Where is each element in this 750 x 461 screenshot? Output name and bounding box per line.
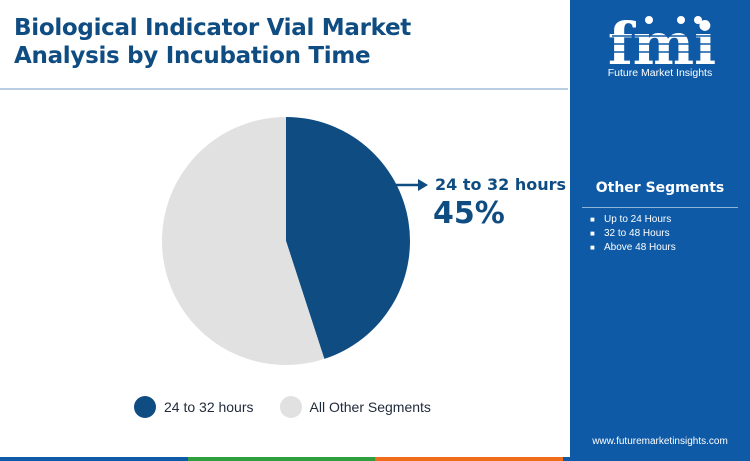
pie-slice-all-other-segments bbox=[161, 117, 325, 366]
legend-item-all-other-segments: All Other Segments bbox=[279, 396, 431, 418]
legend-item-24-to-32-hours: 24 to 32 hours bbox=[134, 396, 254, 418]
other-segments-title: Other Segments bbox=[595, 180, 725, 196]
logo-caption: Future Market Insights bbox=[607, 67, 713, 79]
bottom-bar-segment bbox=[562, 457, 750, 461]
bullet-icon: ■ bbox=[590, 243, 595, 252]
title-divider bbox=[0, 88, 568, 90]
callout-label: 24 to 32 hours bbox=[435, 175, 567, 194]
bottom-bar-segment bbox=[187, 457, 375, 461]
bottom-color-bar bbox=[0, 457, 750, 461]
fmi-logo: fmi bbox=[608, 10, 716, 78]
legend-swatch-all-other-segments bbox=[279, 396, 302, 418]
pie-chart bbox=[161, 117, 410, 366]
other-segments-list: ■ Up to 24 Hours ■ 32 to 48 Hours ■ Above 4… bbox=[590, 213, 676, 255]
bullet-icon: ■ bbox=[590, 215, 595, 224]
callout-arrow-icon bbox=[394, 179, 428, 191]
other-segment-item: ■ Up to 24 Hours bbox=[590, 214, 672, 225]
other-segments-divider bbox=[582, 207, 738, 208]
legend-label-all-other-segments: All Other Segments bbox=[309, 399, 431, 415]
chart-title-line-1: Biological Indicator Vial Market bbox=[14, 15, 411, 41]
legend-label-24-to-32-hours: 24 to 32 hours bbox=[164, 399, 254, 415]
website-link[interactable]: www.futuremarketinsights.com bbox=[592, 436, 728, 447]
chart-title: Biological Indicator Vial Market Analysi… bbox=[14, 14, 534, 70]
legend-swatch-24-to-32-hours bbox=[134, 396, 156, 418]
sidebar-panel: fmi Future Market Insights Other Segment… bbox=[570, 0, 750, 461]
pie-slice-24-to-32-hours bbox=[286, 117, 410, 359]
bullet-icon: ■ bbox=[590, 229, 595, 238]
bottom-bar-segment bbox=[0, 457, 188, 461]
callout-value: 45% bbox=[433, 196, 505, 231]
other-segment-item: ■ Above 48 Hours bbox=[590, 242, 676, 253]
other-segment-item: ■ 32 to 48 Hours bbox=[590, 228, 670, 239]
chart-title-line-2: Analysis by Incubation Time bbox=[14, 43, 371, 69]
chart-legend: 24 to 32 hours All Other Segments bbox=[134, 396, 457, 418]
bottom-bar-segment bbox=[375, 457, 563, 461]
